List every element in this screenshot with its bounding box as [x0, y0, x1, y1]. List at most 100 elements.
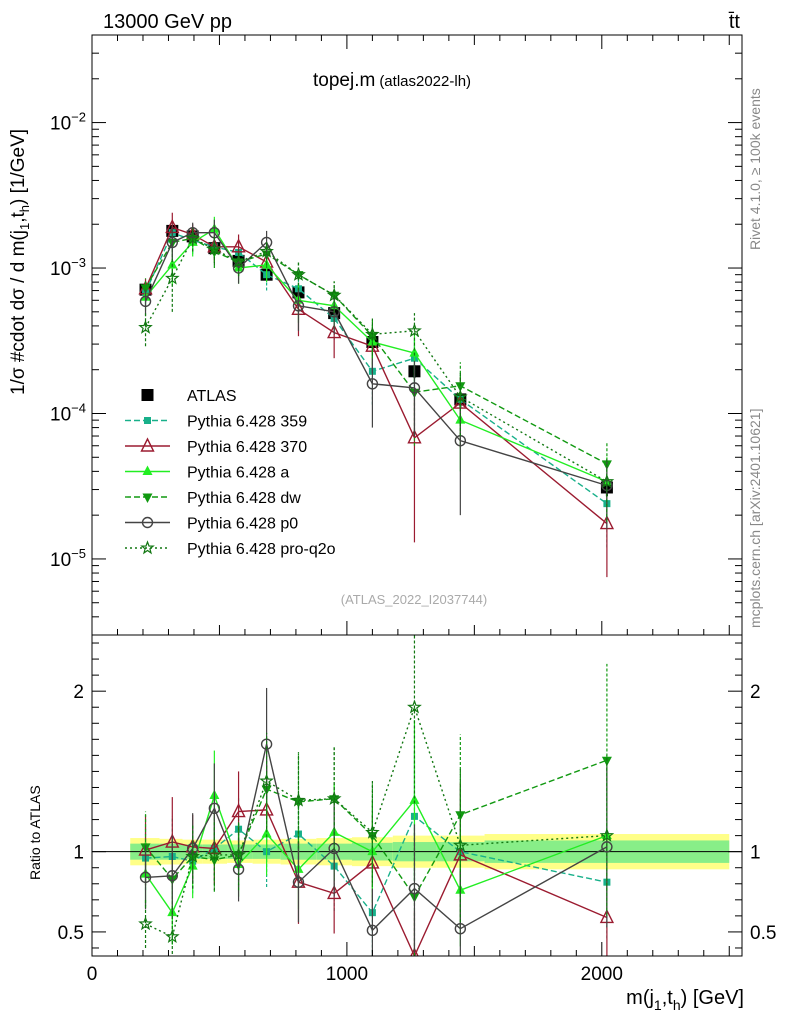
main-data-point: [164, 270, 180, 285]
ratio-data-point: [138, 916, 153, 931]
main-data-point: [408, 382, 421, 394]
legend-label: Pythia 6.428 359: [187, 414, 307, 431]
ratio-data-point: [208, 802, 221, 815]
main-data-point: [185, 230, 201, 245]
main-data-point: [366, 378, 379, 390]
legend-label: ATLAS: [187, 388, 237, 405]
legend-marker: [141, 516, 154, 529]
main-y-tick-label: 10−2: [50, 110, 86, 135]
main-y-tick-label: 10−3: [50, 255, 86, 280]
legend-item: Pythia 6.428 359: [125, 414, 307, 431]
ratio-data-point: [206, 847, 222, 862]
main-series-pythia-6-428-p0: [139, 219, 613, 530]
ratio-data-point: [366, 924, 379, 937]
ratio-data-point: [408, 882, 421, 895]
ratio-data-point: [327, 884, 342, 900]
main-data-point: [231, 254, 246, 269]
ratio-plot-frame: [91, 634, 743, 957]
ratio-y-tick-label-right: 0.5: [750, 923, 776, 944]
main-data-point: [293, 271, 304, 281]
legend-label: Pythia 6.428 a: [187, 465, 289, 482]
x-tick-label: 2000: [581, 964, 623, 985]
ratio-series-pythia-6-428-pro-q2o: [138, 635, 615, 956]
ratio-data-point: [599, 827, 615, 842]
ratio-data-point: [261, 828, 272, 838]
main-data-point: [232, 262, 245, 274]
legend-marker: [141, 389, 154, 401]
main-data-point: [166, 236, 178, 249]
main-data-point: [599, 473, 615, 488]
ratio-data-point: [231, 802, 246, 818]
main-data-point: [452, 389, 468, 404]
ratio-data-point: [326, 790, 342, 806]
main-data-point: [327, 324, 342, 339]
legend-marker: [142, 493, 153, 503]
main-series-line: [144, 231, 608, 487]
ratio-y-tick-label: 0.5: [58, 923, 84, 944]
main-data-point: [365, 326, 380, 341]
x-tick-label: 1000: [326, 964, 368, 985]
ratio-data-point: [452, 837, 468, 852]
ratio-data-point: [231, 847, 246, 862]
ratio-data-point: [292, 876, 305, 888]
legend-marker: [140, 437, 155, 452]
legend-item: Pythia 6.428 dw: [125, 490, 301, 507]
process-label: t̄t: [728, 11, 740, 33]
ratio-data-point: [409, 794, 420, 804]
legend-marker: [144, 417, 151, 424]
legend-item: Pythia 6.428 370: [125, 437, 307, 456]
ratio-y-tick-label: 1: [73, 843, 84, 864]
ratio-data-point: [291, 792, 306, 807]
legend-item: ATLAS: [141, 388, 237, 405]
main-data-point: [140, 284, 151, 294]
legend-marker: [142, 465, 153, 475]
main-data-point: [455, 382, 466, 392]
collision-label: 13000 GeV pp: [103, 11, 232, 33]
main-data-point: [291, 267, 306, 281]
ratio-data-point: [410, 947, 419, 956]
ratio-y-tick-label-right: 1: [750, 843, 761, 864]
main-series-line: [144, 231, 608, 505]
ratio-y-axis-label: Ratio to ATLAS: [27, 785, 43, 880]
main-data-point: [206, 241, 222, 256]
x-axis-label: m(j1,th) [GeV]: [626, 987, 744, 1013]
ratio-series-line: [145, 815, 608, 915]
main-data-point: [167, 258, 178, 269]
legend-label: Pythia 6.428 p0: [187, 516, 298, 533]
legend-marker: [140, 540, 155, 555]
legend-item: Pythia 6.428 p0: [125, 516, 298, 533]
legend-label: Pythia 6.428 dw: [187, 490, 301, 507]
ratio-data-point: [166, 870, 178, 882]
ratio-data-point: [185, 848, 201, 863]
main-y-axis-label: 1/σ #cdot dσ / d m(j1,th) [1/GeV]: [8, 129, 32, 395]
analysis-watermark: (ATLAS_2022_I2037744): [341, 592, 487, 607]
ratio-data-point: [139, 871, 152, 884]
ratio-data-point: [407, 699, 422, 714]
mcplots-credit-label: mcplots.cern.ch [arXiv:2401.10621]: [747, 409, 763, 628]
main-data-point: [292, 300, 305, 312]
legend-item: Pythia 6.428 a: [125, 465, 289, 482]
main-y-tick-label: 10−5: [50, 546, 86, 571]
main-data-point: [409, 347, 420, 357]
main-data-point: [231, 238, 246, 253]
ratio-data-point: [259, 773, 274, 788]
ratio-data-point: [454, 923, 467, 935]
ratio-y-tick-label: 2: [73, 682, 84, 703]
main-y-tick-label: 10−4: [50, 400, 86, 425]
main-data-point: [138, 319, 153, 334]
main-series-line: [144, 237, 608, 465]
ratio-series-line: [144, 793, 608, 915]
rivet-version-label: Rivet 4.1.0, ≥ 100k events: [747, 88, 763, 250]
ratio-series-pythia-6-428-p0: [139, 687, 613, 956]
legend-item: Pythia 6.428 pro-q2o: [125, 540, 336, 558]
legend-label: Pythia 6.428 370: [187, 439, 307, 456]
ratio-y-tick-label-right: 2: [750, 682, 761, 703]
ratio-data-point: [601, 841, 613, 853]
ratio-data-point: [164, 928, 180, 943]
main-data-point: [407, 323, 422, 338]
main-data-point: [259, 243, 274, 258]
main-series-line: [144, 228, 608, 483]
main-data-point: [139, 295, 152, 308]
main-series-pythia-6-428-pro-q2o: [138, 227, 615, 522]
